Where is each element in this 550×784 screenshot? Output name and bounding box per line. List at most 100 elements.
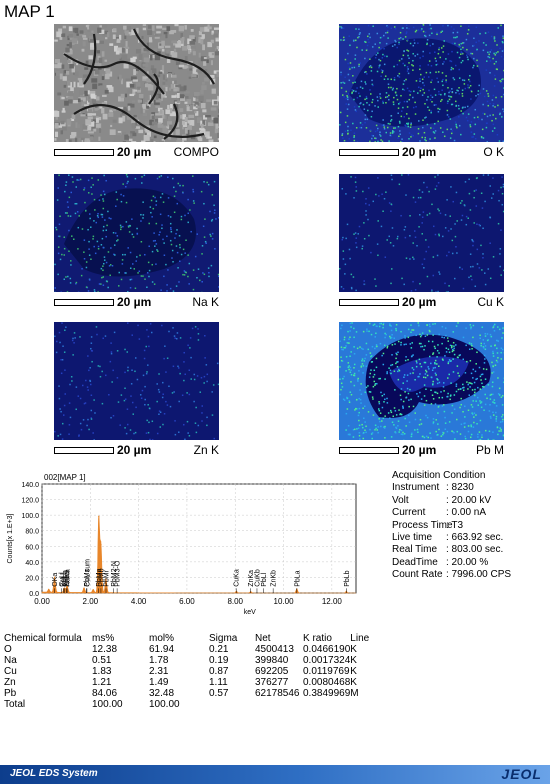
table-row: Pb 84.06 32.48 0.57 62178546 0.3849969 M [4,688,380,699]
map-image-pbm [339,322,504,440]
peak-label: CuKa [234,569,241,587]
peak-label: ZnKb [271,570,278,587]
y-tick-label: 60.0 [25,544,39,551]
peak-label: ZnKa [248,570,255,587]
table-row: Total 100.00 100.00 [4,699,380,710]
spectrum-chart: 002[MAP 1] 0.0 20.0 40.0 60.0 80.0 100.0 120.0 1… [4,470,374,616]
map-image-sem [54,24,219,142]
peak-label: CuLl [59,572,66,587]
peak-label: PbLl [261,572,268,586]
table-cell: 61.94 [149,644,175,655]
spectrum-series [41,515,356,594]
table-cell [255,699,303,710]
table-cell: 1.78 [149,655,169,666]
table-cell: 100.00 [92,699,123,710]
map-label: Cu K [477,295,504,309]
table-cell: Total [4,699,26,710]
acquisition-value: : 663.92 sec. [446,531,504,543]
peak-label: OKa [52,573,59,587]
acquisition-row: Process Time: T3 [392,520,485,532]
scale-bar-line [54,149,114,156]
spectrum-peak [105,578,107,580]
table-cell: 0.51 [92,655,112,666]
peak-label: NaKa [65,569,72,587]
scale-length: 20 µm [402,443,437,457]
x-tick-label: 10.00 [274,597,295,606]
scale-bar-line [339,447,399,454]
y-tick-label: 20.0 [25,575,39,582]
table-cell: 4500413 [255,644,294,655]
x-tick-label: 8.00 [227,597,243,606]
scale-bar-line [339,149,399,156]
acquisition-panel: Acquisition Condition Instrument: 8230 Vo… [392,470,511,582]
scale-length: 20 µm [402,295,437,309]
acquisition-key: Current [392,507,426,519]
scale-length: 20 µm [117,145,152,159]
spectrum-peak [66,585,68,587]
table-cell: M [350,688,359,699]
peak-label: PbLb [344,570,351,586]
column-header: Sigma [209,633,238,644]
scale-length: 20 µm [117,295,152,309]
acquisition-key: Count Rate [392,569,443,581]
acquisition-key: Process Time [392,519,453,531]
table-cell: 1.11 [209,677,228,688]
table-cell: Na [4,655,17,666]
peak-label: ZnLa [64,571,71,587]
table-cell: 32.48 [149,688,175,699]
peak-label: PbMr [104,569,111,586]
table-row: Na 0.51 1.78 0.19 399840 0.0017324 K [4,655,380,666]
table-cell: 692205 [255,666,289,677]
y-tick-label: 80.0 [25,529,39,536]
acquisition-row: DeadTime: 20.00 % [392,556,489,569]
x-axis-label: keV [244,609,256,615]
column-header: Line [350,633,370,644]
map-label: Pb M [475,443,504,457]
table-row: Zn 1.21 1.49 1.11 376277 0.0080468 K [4,677,380,688]
table-cell: K [350,677,357,688]
map-label: Na K [192,295,219,309]
x-tick-label: 0.00 [34,597,50,606]
acquisition-value: : T3 [446,519,464,531]
acquisition-row: Instrument : 8230 [392,482,485,494]
y-tick-label: 100.0 [21,513,39,520]
acquisition-value: : 8230 [446,482,474,494]
acquisition-row: Volt: 20.00 kV [392,494,491,507]
table-cell: K [350,655,357,666]
table-cell: Zn [4,677,16,688]
acquisition-key: Real Time [392,544,438,556]
peak-label: PbMa [96,568,103,586]
spectrum-peak [98,516,100,518]
acquisition-value: : 7996.00 CPS [446,569,512,581]
y-tick-label: 0.0 [29,591,39,598]
map-image-nak [54,174,219,292]
column-header: K ratio [303,633,332,644]
x-tick-label: 2.00 [83,597,99,606]
table-cell: Cu [4,666,17,677]
table-cell: 1.49 [149,677,169,688]
table-cell: 0.19 [209,655,229,666]
acquisition-key: Volt [392,494,409,506]
scale-bar-line [54,299,114,306]
table-cell [303,699,350,710]
scale-length: 20 µm [117,443,152,457]
y-tick-label: 40.0 [25,560,39,567]
peak-label: PbM3-O [115,560,122,587]
table-header-row: Chemical formula ms% mol% Sigma Net K ratio Li… [4,633,380,644]
peak-label: PbMz [84,568,91,586]
x-tick-label: 12.00 [322,597,343,606]
peak-label: PbM2-N [111,561,118,587]
map-image-znk [54,322,219,440]
table-row: O 12.38 61.94 0.21 4500413 0.0466190 K [4,644,380,655]
table-cell: 12.38 [92,644,118,655]
map-image-ok [339,24,504,142]
acquisition-value: : 20.00 % [446,556,489,568]
acquisition-key: Instrument [392,482,440,494]
column-header: Net [255,633,271,644]
table-cell: K [350,666,357,677]
table-cell [209,699,255,710]
column-header: ms% [92,633,115,644]
table-cell: K [350,644,357,655]
table-cell: 1.21 [92,677,112,688]
x-tick-label: 4.00 [131,597,147,606]
